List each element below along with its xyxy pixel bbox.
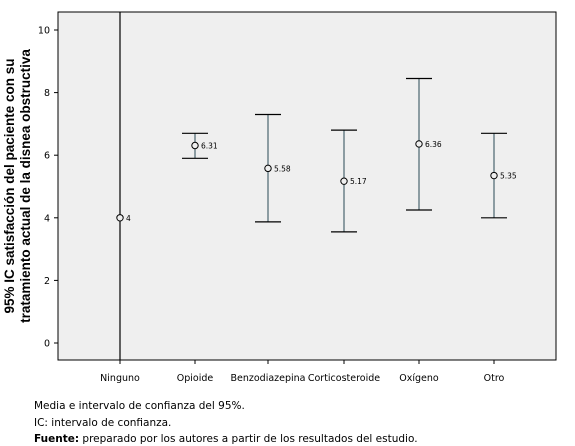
y-axis-title: 95% IC satisfacción del paciente con su …	[2, 49, 33, 323]
y-axis: 0 2 4 6 8 10	[38, 26, 58, 350]
x-tick-label-5: Otro	[484, 373, 505, 384]
mean-label-4: 6.36	[425, 140, 442, 149]
x-tick-label-2: Benzodiazepina	[230, 373, 305, 384]
data-marks: 4 6.31 5.58 5.17 6.36 5.35	[116, 12, 517, 360]
y-tick-label-2: 2	[44, 276, 50, 287]
y-tick-label-0: 0	[44, 339, 50, 350]
source-label: Fuente:	[34, 433, 80, 445]
caption-source: Fuente: preparado por los autores a part…	[34, 433, 418, 445]
y-tick-label-8: 8	[44, 88, 50, 99]
mean-point-3	[340, 177, 348, 185]
x-tick-label-4: Oxígeno	[399, 373, 439, 384]
error-bar-chart: 0 2 4 6 8 10 4 6.31 5.58 5.17 6.36 5.35 Ninguno Opi…	[2, 11, 557, 384]
caption-line-1: Media e intervalo de confianza del 95%.	[34, 400, 245, 412]
mean-point-0	[116, 214, 124, 222]
caption-line-2: IC: intervalo de confianza.	[34, 417, 172, 429]
x-tick-label-3: Corticosteroide	[308, 373, 380, 384]
plot-area	[57, 11, 557, 361]
y-axis-title-line1: 95% IC satisfacción del paciente con su	[2, 58, 17, 313]
y-tick-label-4: 4	[44, 213, 50, 224]
mean-label-5: 5.35	[500, 172, 517, 181]
x-tick-label-0: Ninguno	[100, 373, 140, 384]
mean-point-5	[490, 171, 498, 180]
y-tick-label-6: 6	[44, 151, 50, 162]
x-tick-labels: Ninguno Opioide Benzodiazepina Corticostero…	[100, 360, 505, 384]
mean-label-1: 6.31	[201, 141, 218, 150]
y-axis-title-line2: tratamiento actual de la disnea obstruct…	[18, 49, 33, 323]
x-tick-label-1: Opioide	[177, 373, 214, 384]
mean-label-2: 5.58	[274, 164, 291, 173]
mean-point-1	[191, 141, 199, 150]
mean-label-0: 4	[126, 214, 131, 223]
mean-point-2	[264, 164, 272, 173]
mean-point-4	[415, 140, 423, 148]
source-text: preparado por los autores a partir de lo…	[79, 433, 418, 445]
mean-label-3: 5.17	[350, 177, 367, 186]
y-tick-label-10: 10	[38, 26, 50, 37]
